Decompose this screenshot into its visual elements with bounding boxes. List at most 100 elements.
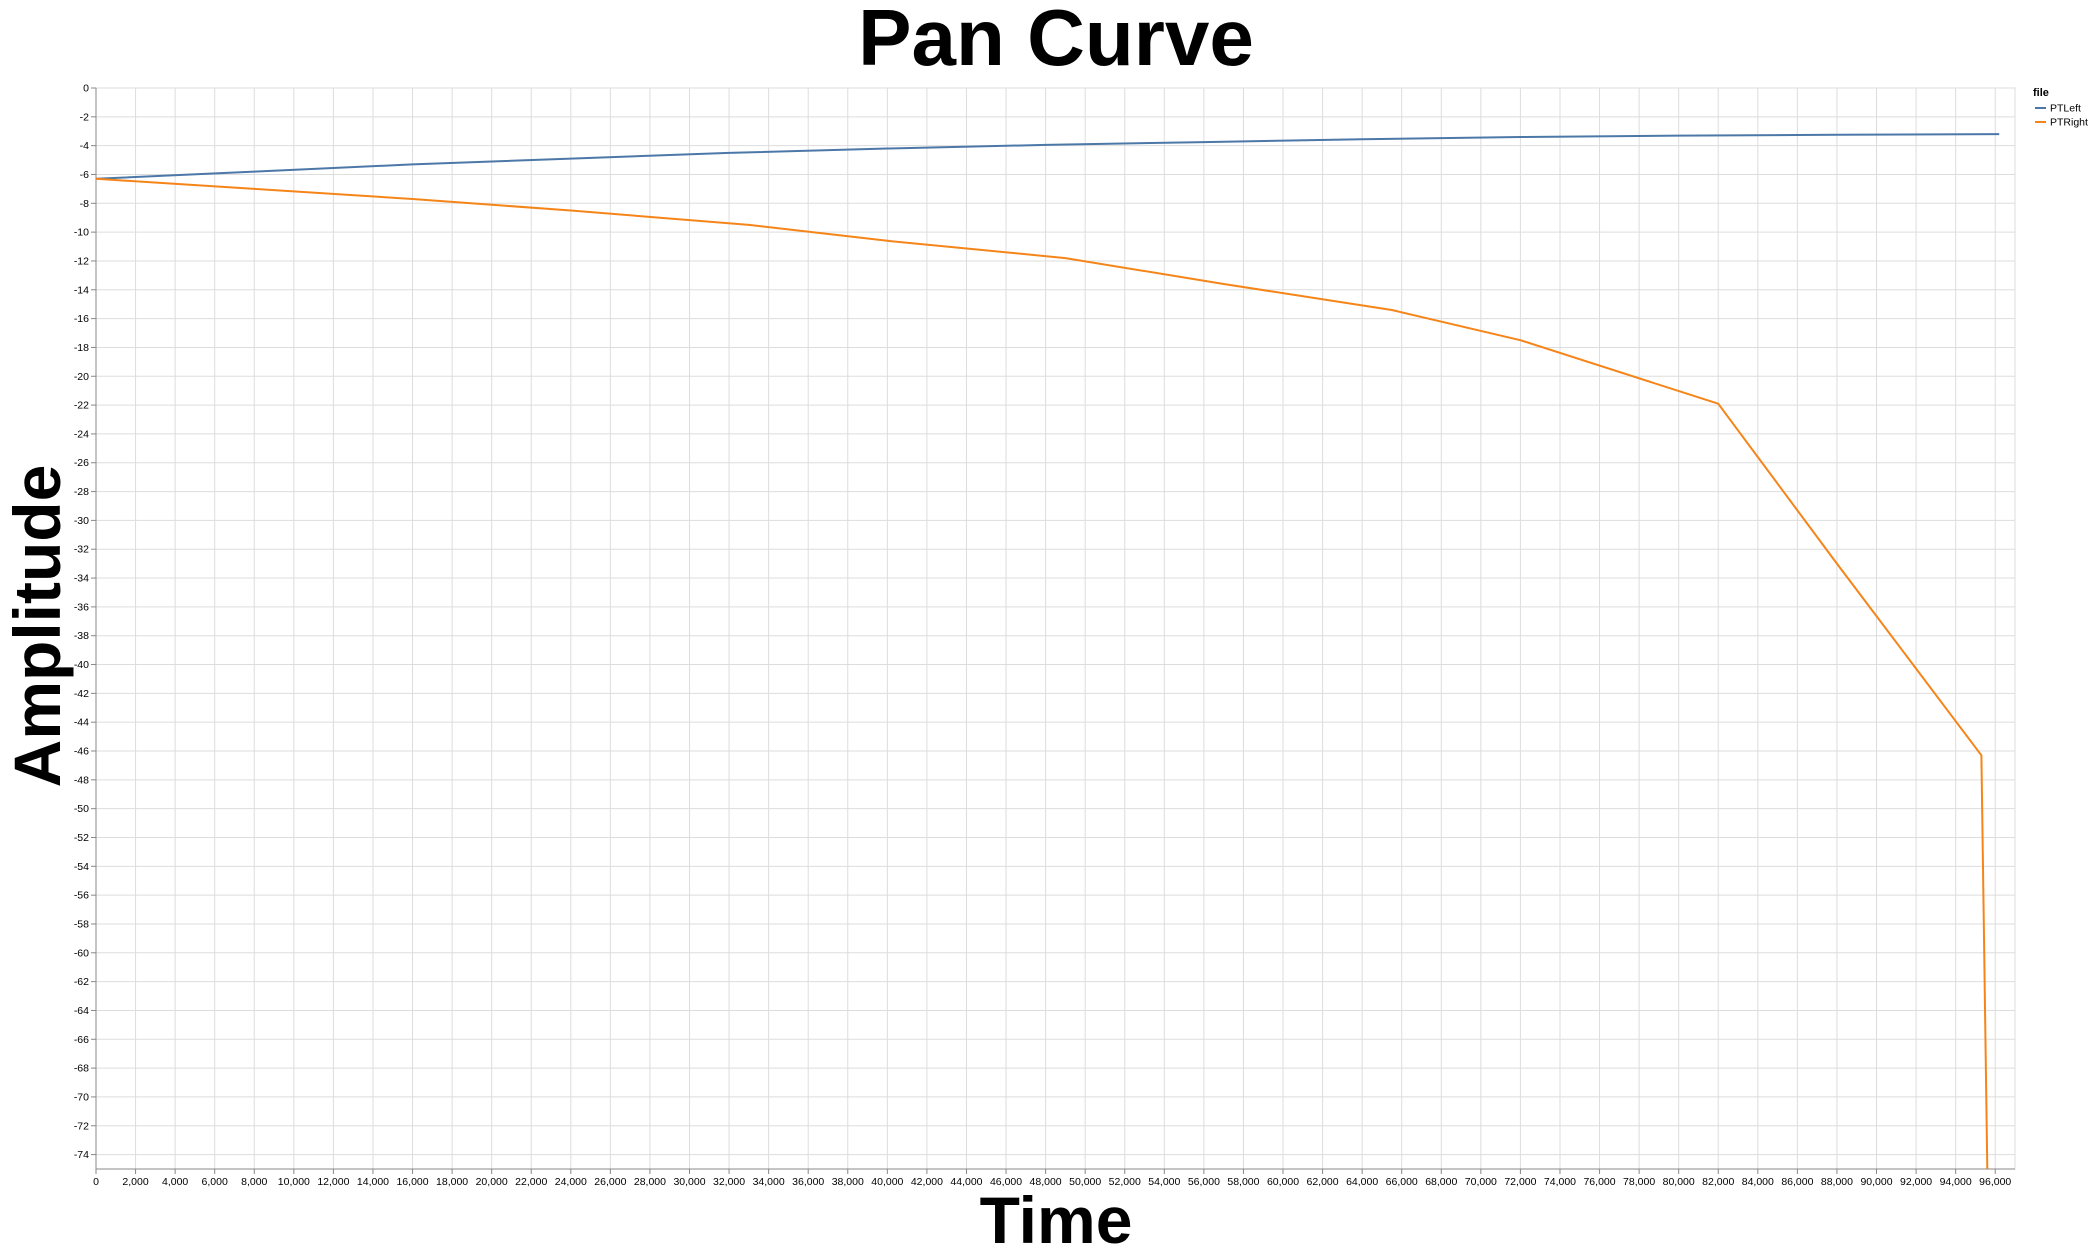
- y-tick-label: -30: [74, 515, 89, 527]
- x-tick-label: 8,000: [241, 1176, 267, 1188]
- y-tick-label: -44: [74, 717, 89, 729]
- x-tick-label: 34,000: [753, 1176, 785, 1188]
- x-tick-label: 90,000: [1860, 1176, 1892, 1188]
- x-tick-label: 58,000: [1227, 1176, 1259, 1188]
- x-tick-label: 94,000: [1940, 1176, 1972, 1188]
- x-tick-label: 60,000: [1267, 1176, 1299, 1188]
- y-tick-label: -10: [74, 227, 89, 239]
- x-tick-label: 4,000: [162, 1176, 188, 1188]
- y-tick-label: -4: [80, 140, 89, 152]
- x-tick-label: 72,000: [1504, 1176, 1536, 1188]
- y-tick-label: -48: [74, 774, 89, 786]
- chart-title: Pan Curve: [858, 0, 1254, 82]
- series-line-ptleft: [95, 133, 2000, 180]
- x-tick-label: 62,000: [1307, 1176, 1339, 1188]
- y-tick-label: -56: [74, 890, 89, 902]
- x-tick-label: 84,000: [1742, 1176, 1774, 1188]
- x-tick-label: 40,000: [871, 1176, 903, 1188]
- x-tick-label: 92,000: [1900, 1176, 1932, 1188]
- series-lines: [95, 133, 2000, 1170]
- y-tick-label: -20: [74, 371, 89, 383]
- x-tick-label: 44,000: [950, 1176, 982, 1188]
- y-tick-label: -34: [74, 573, 89, 585]
- y-tick-label: -58: [74, 918, 89, 930]
- x-tick-label: 46,000: [990, 1176, 1022, 1188]
- grid: [95, 87, 2016, 1170]
- y-tick-label: -52: [74, 832, 89, 844]
- x-tick-label: 16,000: [396, 1176, 428, 1188]
- x-tick-label: 74,000: [1544, 1176, 1576, 1188]
- x-tick-label: 2,000: [122, 1176, 148, 1188]
- x-tick-label: 96,000: [1979, 1176, 2011, 1188]
- x-tick-label: 22,000: [515, 1176, 547, 1188]
- x-tick-label: 42,000: [911, 1176, 943, 1188]
- x-tick-label: 54,000: [1148, 1176, 1180, 1188]
- x-tick-label: 24,000: [555, 1176, 587, 1188]
- y-tick-label: -54: [74, 861, 89, 873]
- y-tick-label: -2: [80, 111, 89, 123]
- x-tick-label: 32,000: [713, 1176, 745, 1188]
- y-tick-label: -50: [74, 803, 89, 815]
- y-tick-label: -22: [74, 400, 89, 412]
- x-tick-label: 14,000: [357, 1176, 389, 1188]
- y-tick-label: -46: [74, 746, 89, 758]
- y-tick-label: -32: [74, 544, 89, 556]
- x-tick-label: 10,000: [278, 1176, 310, 1188]
- x-tick-label: 28,000: [634, 1176, 666, 1188]
- x-tick-label: 36,000: [792, 1176, 824, 1188]
- y-tick-label: -26: [74, 457, 89, 469]
- x-tick-label: 88,000: [1821, 1176, 1853, 1188]
- x-tick-label: 56,000: [1188, 1176, 1220, 1188]
- y-tick-label: -14: [74, 284, 89, 296]
- y-axis-title: Amplitude: [0, 465, 74, 788]
- y-tick-label: -24: [74, 428, 89, 440]
- y-tick-label: 0: [83, 83, 89, 95]
- y-tick-label: -40: [74, 659, 89, 671]
- legend-label-ptleft: PTLeft: [2050, 103, 2081, 115]
- x-tick-label: 52,000: [1109, 1176, 1141, 1188]
- y-tick-label: -18: [74, 342, 89, 354]
- x-tick-label: 18,000: [436, 1176, 468, 1188]
- y-tick-label: -8: [80, 198, 89, 210]
- axes: 0 -2 -4 -6 -8 -10 -12 -14 -16 -18 -20 -22 -24 -26 -28 -…: [74, 83, 2015, 1188]
- x-axis-title: Time: [980, 1183, 1133, 1257]
- y-tick-label: -74: [74, 1149, 89, 1161]
- y-tick-label: -62: [74, 976, 89, 988]
- x-tick-label: 6,000: [202, 1176, 228, 1188]
- x-tick-label: 26,000: [594, 1176, 626, 1188]
- x-tick-label: 0: [93, 1176, 99, 1188]
- x-tick-label: 80,000: [1663, 1176, 1695, 1188]
- y-tick-label: -6: [80, 169, 89, 181]
- x-tick-label: 66,000: [1386, 1176, 1418, 1188]
- y-tick-label: -64: [74, 1005, 89, 1017]
- y-tick-label: -70: [74, 1091, 89, 1103]
- x-tick-label: 86,000: [1781, 1176, 1813, 1188]
- y-tick-label: -36: [74, 601, 89, 613]
- x-tick-label: 50,000: [1069, 1176, 1101, 1188]
- x-tick-label: 78,000: [1623, 1176, 1655, 1188]
- x-tick-label: 38,000: [832, 1176, 864, 1188]
- y-tick-label: -72: [74, 1120, 89, 1132]
- y-tick-label: -60: [74, 947, 89, 959]
- legend-title: file: [2033, 87, 2049, 99]
- y-tick-label: -16: [74, 313, 89, 325]
- x-tick-label: 30,000: [673, 1176, 705, 1188]
- y-tick-label: -66: [74, 1034, 89, 1046]
- x-tick-label: 76,000: [1583, 1176, 1615, 1188]
- x-tick-label: 12,000: [317, 1176, 349, 1188]
- y-tick-label: -12: [74, 255, 89, 267]
- plot-frame: [95, 87, 2016, 1170]
- x-tick-label: 64,000: [1346, 1176, 1378, 1188]
- x-tick-label: 82,000: [1702, 1176, 1734, 1188]
- y-tick-label: -38: [74, 630, 89, 642]
- y-tick-label: -42: [74, 688, 89, 700]
- legend: file PTLeft PTRight: [2033, 87, 2088, 129]
- y-tick-label: -68: [74, 1063, 89, 1075]
- x-tick-label: 20,000: [476, 1176, 508, 1188]
- x-tick-label: 68,000: [1425, 1176, 1457, 1188]
- x-tick-label: 48,000: [1030, 1176, 1062, 1188]
- y-tick-label: -28: [74, 486, 89, 498]
- x-tick-label: 70,000: [1465, 1176, 1497, 1188]
- legend-label-ptright: PTRight: [2050, 117, 2088, 129]
